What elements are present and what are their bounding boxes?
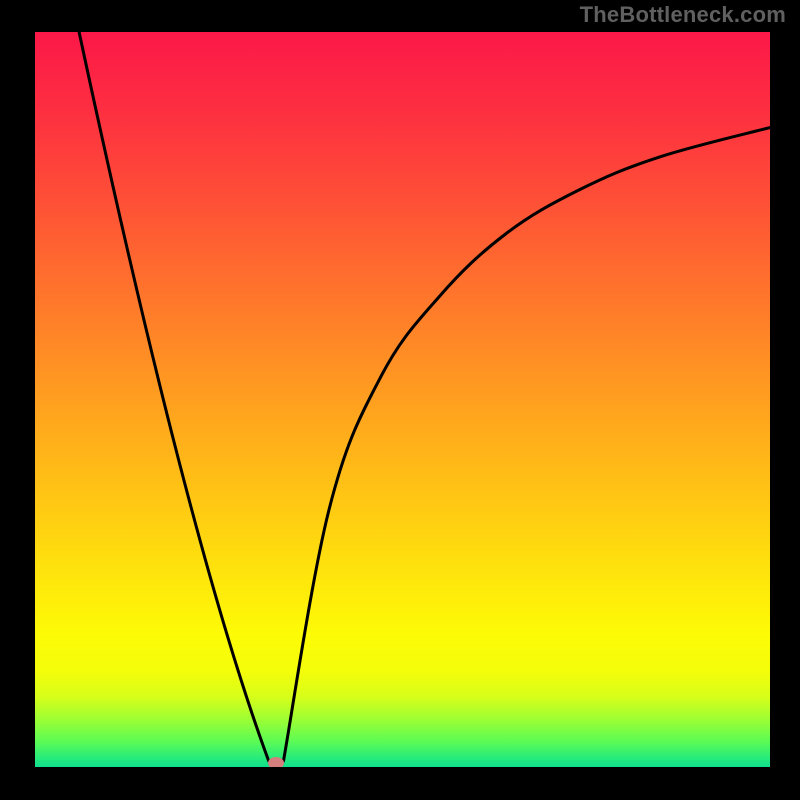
plot-area	[35, 32, 770, 767]
chart-container: TheBottleneck.com	[0, 0, 800, 800]
bottleneck-curve	[35, 32, 770, 767]
minimum-marker	[268, 757, 284, 767]
watermark-text: TheBottleneck.com	[580, 2, 786, 28]
